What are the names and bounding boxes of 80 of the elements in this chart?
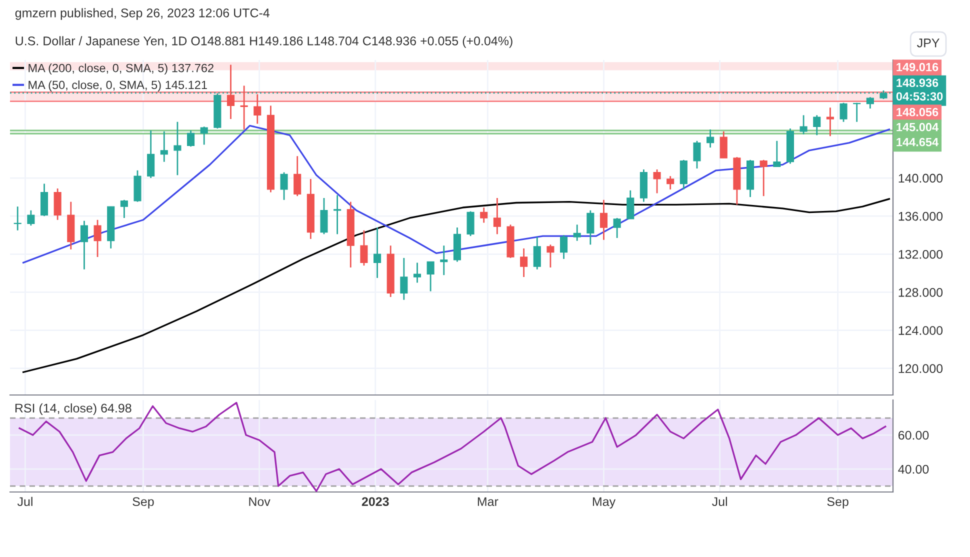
- candlestick: [40, 183, 48, 217]
- candlestick: [493, 197, 501, 235]
- candlestick: [226, 64, 235, 120]
- ref-line-label: 144.654: [896, 138, 939, 146]
- candlestick: [200, 126, 208, 146]
- y-tick-label: 128.000: [898, 288, 943, 297]
- legend-label: MA (200, close, 0, SMA, 5) 137.762: [28, 64, 214, 75]
- candlestick: [294, 155, 302, 197]
- candlestick: [413, 262, 422, 284]
- candlestick: [546, 244, 554, 268]
- y-tick-label: 124.000: [898, 326, 943, 335]
- candlestick: [520, 248, 528, 278]
- ref-line-label: 149.016: [896, 62, 938, 72]
- y-tick-label: 60.00: [898, 430, 929, 440]
- candlestick: [400, 257, 408, 301]
- candlestick: [120, 199, 128, 219]
- ref-line-label: 148.936 04:53:30: [896, 78, 943, 101]
- line-series: [22, 198, 890, 373]
- candlestick: [560, 234, 568, 260]
- text: JPY: [917, 38, 940, 48]
- candlestick: [666, 175, 674, 190]
- candlestick: [773, 140, 781, 168]
- candlestick: [720, 130, 728, 159]
- candlestick: [653, 168, 661, 194]
- candlestick: [334, 194, 342, 235]
- legend-label: MA (50, close, 0, SMA, 5) 145.121: [28, 80, 207, 92]
- candlestick: [626, 190, 634, 220]
- candlestick: [613, 217, 621, 239]
- candlestick: [147, 130, 155, 179]
- candlestick: [254, 94, 262, 124]
- candlestick: [826, 106, 834, 137]
- candlestick: [94, 219, 102, 258]
- candlestick: [374, 226, 382, 279]
- candlestick: [573, 224, 581, 242]
- chart-title: U.S. Dollar / Japanese Yen, 1D O148.881 H149.186 L148.704 C148.936 +0.055 (+0.04%): [16, 36, 512, 48]
- candlestick: [800, 114, 808, 135]
- candlestick: [187, 130, 195, 148]
- candlestick: [706, 128, 714, 148]
- ref-line-label: 148.056: [896, 108, 938, 116]
- candlestick: [360, 230, 368, 266]
- y-tick-label: 140.000: [898, 174, 943, 183]
- candlestick: [600, 199, 608, 241]
- x-tick-label: Sep: [827, 497, 848, 509]
- candlestick: [480, 206, 488, 224]
- candlestick: [466, 210, 474, 237]
- candlestick: [853, 102, 861, 123]
- line-series: [22, 124, 890, 264]
- candlestick: [14, 206, 22, 232]
- y-tick-label: 136.000: [898, 212, 943, 221]
- candlestick: [586, 210, 594, 246]
- candlestick: [440, 244, 448, 276]
- candlestick: [240, 85, 248, 130]
- x-tick-label: Jul: [17, 496, 32, 506]
- candlestick: [54, 188, 62, 221]
- candlestick: [320, 197, 328, 235]
- candlestick: [693, 140, 701, 170]
- x-tick-label: Nov: [249, 497, 270, 506]
- chart-title: RSI (14, close) 64.98: [15, 403, 132, 416]
- x-tick-label: May: [592, 497, 616, 509]
- candlestick: [760, 159, 768, 197]
- chart-subtitle: gmzern published, Sep 26, 2023 12:06 UTC-4: [15, 8, 270, 20]
- candlestick: [840, 102, 848, 123]
- candlestick: [533, 236, 541, 270]
- candlestick: [160, 130, 168, 163]
- x-tick-label: 2023: [362, 497, 389, 506]
- ref-line-label: 145.004: [896, 122, 939, 132]
- y-tick-label: 120.000: [898, 364, 943, 374]
- x-tick-label: Sep: [132, 497, 154, 509]
- candlestick: [813, 114, 821, 136]
- candlestick: [866, 96, 874, 110]
- candlestick: [426, 261, 434, 292]
- candlestick: [80, 220, 88, 270]
- y-tick-label: 40.00: [898, 464, 929, 474]
- x-tick-label: Jul: [712, 496, 727, 506]
- candlestick: [280, 172, 288, 201]
- candlestick: [27, 210, 35, 226]
- candlestick: [174, 121, 182, 176]
- x-tick-label: Mar: [478, 497, 498, 506]
- y-tick-label: 132.000: [898, 250, 943, 259]
- candlestick: [680, 159, 688, 190]
